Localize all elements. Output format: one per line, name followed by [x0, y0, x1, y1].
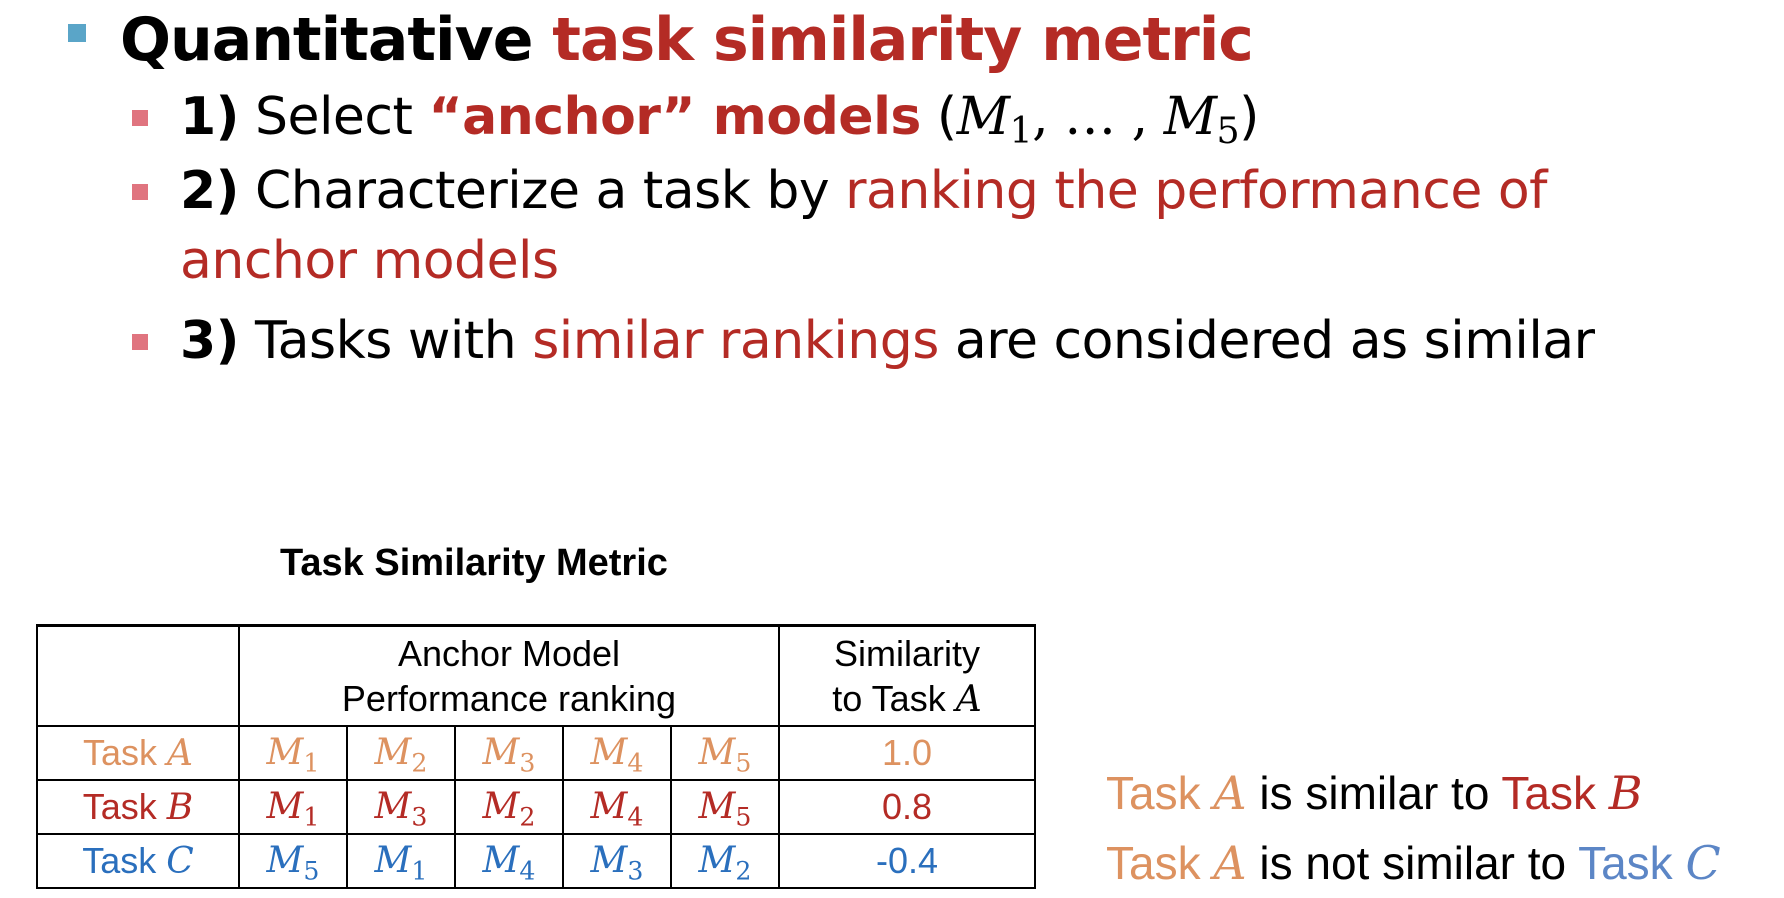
table-title: Task Similarity Metric: [280, 542, 668, 584]
ranking-cell: M4: [562, 779, 672, 835]
conclusion-line: Task A is not similar to Task C: [1106, 836, 1721, 890]
level1-bullet-icon: [68, 24, 86, 42]
table-row-task-c: Task C M5 M1 M4 M3 M2 -0.4: [36, 833, 1036, 889]
ranking-cell: M1: [238, 725, 348, 781]
bullet-item-1: 1) Select “anchor” models (M1, … , M5): [180, 80, 1259, 154]
heading-prefix: Quantitative: [120, 5, 553, 75]
bullet-text: Select: [238, 87, 429, 147]
task-label-cell: Task C: [36, 833, 240, 889]
ranking-cell: M5: [670, 725, 780, 781]
ranking-cell: M2: [346, 725, 456, 781]
bullet-text: Tasks with: [238, 311, 533, 371]
ranking-cell: M4: [562, 725, 672, 781]
conclusion-line: Task A is similar to Task B: [1106, 766, 1643, 820]
task-label-cell: Task B: [36, 779, 240, 835]
ranking-cell: M3: [562, 833, 672, 889]
table-row-task-b: Task B M1 M3 M2 M4 M5 0.8: [36, 779, 1036, 835]
bullet-text: (: [920, 87, 957, 147]
similarity-value-cell: -0.4: [778, 833, 1036, 889]
bullet-number: 2): [180, 161, 239, 221]
heading-highlight: task similarity metric: [552, 5, 1254, 75]
ranking-cell: M2: [670, 833, 780, 889]
bullet-highlight: ranking the performance of: [845, 161, 1547, 221]
bullet-text: are considered as similar: [938, 311, 1595, 371]
table-corner-cell: [36, 624, 240, 727]
bullet-item-2: 2) Characterize a task by ranking the pe…: [180, 154, 1547, 228]
table-header-row: Anchor Model Performance ranking Similari…: [36, 624, 1036, 727]
ranking-cell: M4: [454, 833, 564, 889]
slide-heading: Quantitative task similarity metric: [120, 4, 1254, 76]
ranking-cell: M5: [238, 833, 348, 889]
similarity-value-cell: 1.0: [778, 725, 1036, 781]
bullet-text: ): [1239, 87, 1259, 147]
bullet-highlight: similar rankings: [532, 311, 939, 371]
task-similarity-table: Anchor Model Performance ranking Similari…: [36, 624, 1036, 889]
bullet-number: 3): [180, 311, 239, 371]
conclusions: Task A is similar to Task B Task A is no…: [1106, 758, 1721, 898]
math-ellipsis: , … ,: [1032, 87, 1164, 147]
task-label-cell: Task A: [36, 725, 240, 781]
ranking-cell: M1: [238, 779, 348, 835]
ranking-cell: M3: [346, 779, 456, 835]
ranking-cell: M3: [454, 725, 564, 781]
math-symbol: M1: [956, 87, 1033, 153]
level2-bullet-icon: [132, 110, 148, 126]
ranking-cell: M2: [454, 779, 564, 835]
bullet-number: 1): [180, 87, 239, 147]
ranking-cell: M1: [346, 833, 456, 889]
bullet-highlight: “anchor” models: [428, 87, 921, 147]
bullet-text: Characterize a task by: [238, 161, 846, 221]
table-row-task-a: Task A M1 M2 M3 M4 M5 1.0: [36, 725, 1036, 781]
similarity-header: Similarity to Task A: [778, 624, 1036, 727]
bullet-item-2-continuation: anchor models: [180, 231, 559, 291]
similarity-value-cell: 0.8: [778, 779, 1036, 835]
level2-bullet-icon: [132, 184, 148, 200]
level2-bullet-icon: [132, 334, 148, 350]
bullet-item-3: 3) Tasks with similar rankings are consi…: [180, 304, 1595, 378]
math-symbol: M5: [1163, 87, 1240, 153]
ranking-header: Anchor Model Performance ranking: [238, 624, 780, 727]
ranking-cell: M5: [670, 779, 780, 835]
